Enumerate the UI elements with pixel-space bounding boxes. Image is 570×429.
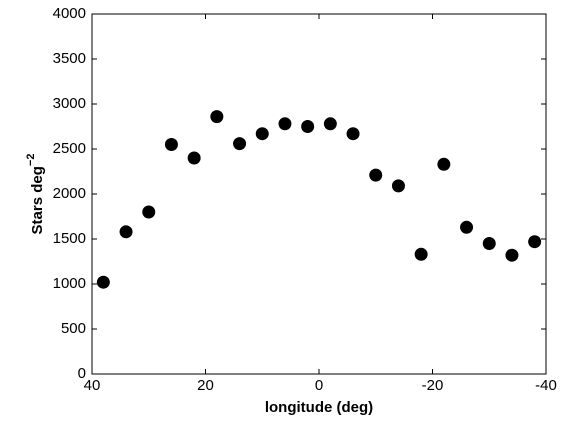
point <box>323 117 337 131</box>
point <box>528 235 542 249</box>
point <box>96 275 110 289</box>
y-tick-label: 1500 <box>53 230 86 247</box>
point <box>391 179 405 193</box>
x-tick-label: 0 <box>315 377 323 394</box>
y-tick-label: 2000 <box>53 185 86 202</box>
point <box>482 237 496 250</box>
plot-frame <box>91 13 547 375</box>
point <box>278 117 292 131</box>
y-tick-label: 2500 <box>53 140 86 157</box>
point <box>414 247 428 261</box>
point <box>369 168 383 182</box>
y-tick-label: 500 <box>61 320 86 337</box>
x-tick-label: -20 <box>422 377 444 394</box>
y-axis-label: Stars deg−2 <box>25 154 46 235</box>
x-tick-label: -40 <box>535 377 557 394</box>
y-tick-label: 3000 <box>53 95 86 112</box>
y-tick-label: 0 <box>78 365 86 382</box>
point <box>301 120 315 133</box>
y-tick-label: 1000 <box>53 275 86 292</box>
point <box>233 137 247 151</box>
x-tick-label: 20 <box>197 377 214 394</box>
point <box>437 157 451 171</box>
point <box>255 127 269 141</box>
point <box>164 138 178 151</box>
x-tick-label: 40 <box>84 377 101 394</box>
point <box>210 110 224 124</box>
x-axis-label: longitude (deg) <box>265 399 373 416</box>
point <box>187 151 201 165</box>
y-tick-label: 4000 <box>53 5 86 22</box>
point <box>460 220 474 234</box>
point <box>142 205 156 219</box>
y-axis-label-exponent: −2 <box>25 154 37 167</box>
y-tick-label: 3500 <box>53 50 86 67</box>
point <box>505 248 519 262</box>
y-axis-label-main: Stars deg <box>29 166 46 234</box>
point <box>119 225 133 239</box>
point <box>346 127 360 141</box>
